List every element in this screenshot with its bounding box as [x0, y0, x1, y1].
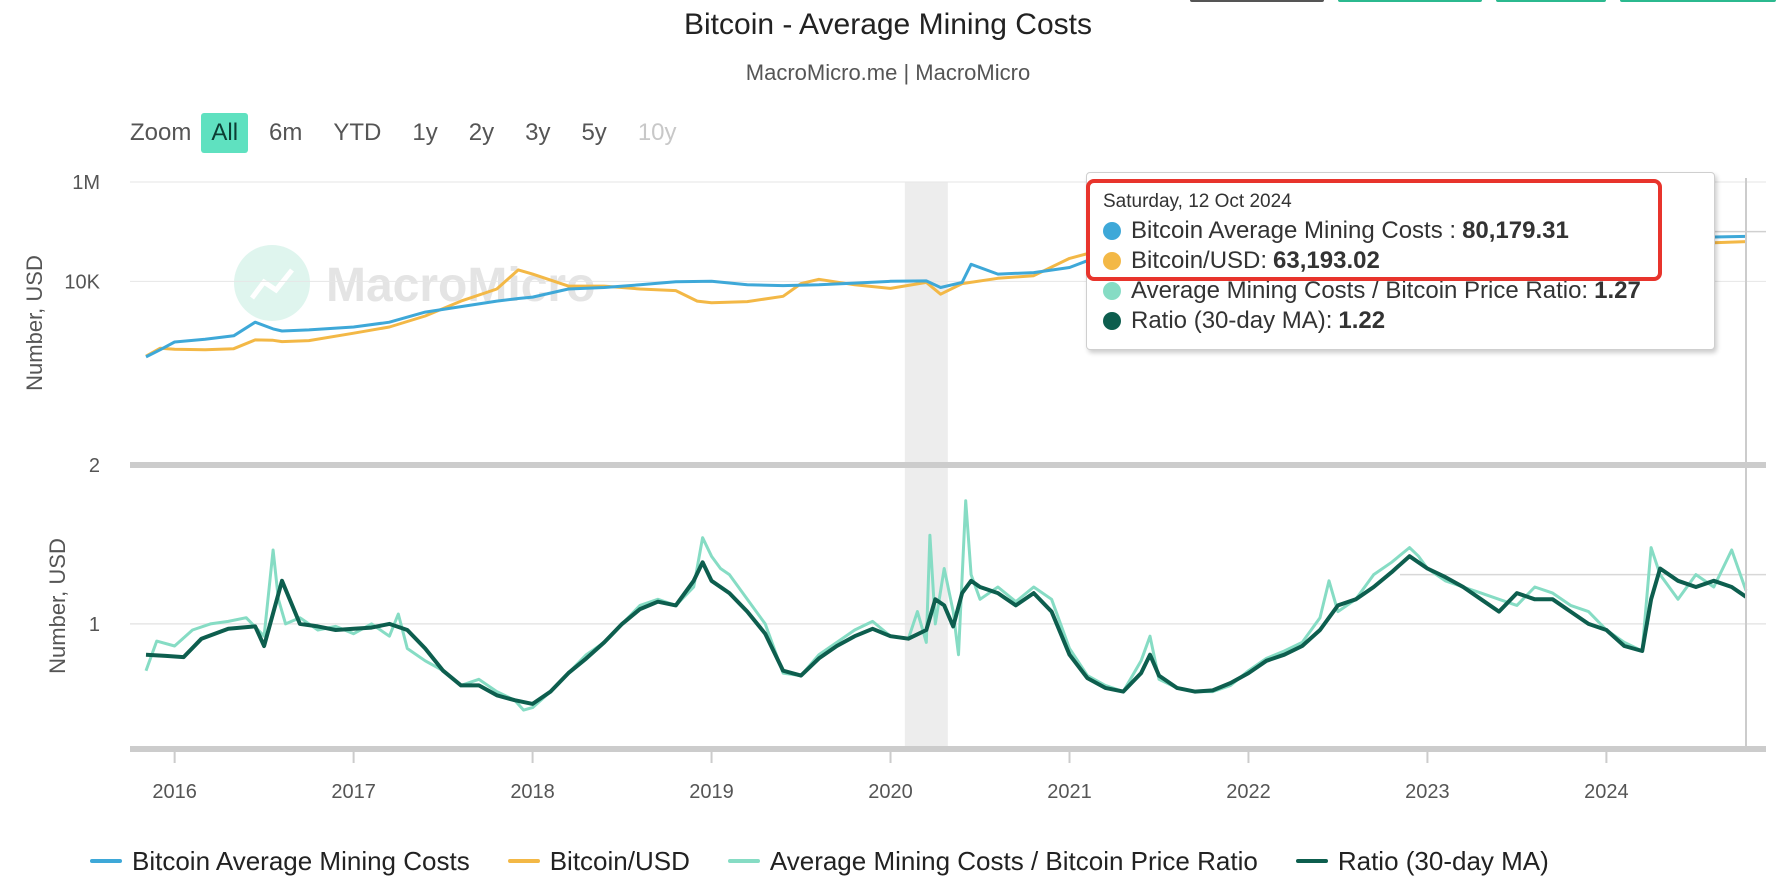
legend-line-icon: [1295, 859, 1328, 863]
tooltip-row-ratio: Average Mining Costs / Bitcoin Price Rat…: [1103, 277, 1641, 305]
legend: Bitcoin Average Mining Costs Bitcoin/USD…: [90, 843, 1587, 879]
tooltip-value: 80,179.31: [1462, 217, 1569, 244]
zoom-label: Zoom: [130, 119, 192, 146]
top-button-4[interactable]: [1620, 0, 1776, 2]
y-axis-title: Number, USD: [45, 538, 70, 674]
legend-item-mining-cost[interactable]: Bitcoin Average Mining Costs: [90, 846, 470, 877]
x-tick-label: 2018: [510, 781, 555, 803]
legend-line-icon: [727, 859, 760, 863]
x-tick-label: 2021: [1047, 781, 1092, 803]
legend-item-btc-usd[interactable]: Bitcoin/USD: [507, 845, 690, 877]
zoom-2y-button[interactable]: 2y: [468, 119, 495, 146]
legend-line-icon: [507, 859, 540, 863]
tooltip-label: Ratio (30-day MA):: [1131, 307, 1333, 334]
x-tick-label: 2019: [689, 781, 734, 803]
legend-item-ratio-ma[interactable]: Ratio (30-day MA): [1295, 845, 1549, 877]
zoom-bar: Zoom All 6m YTD 1y 2y 3y 5y 10y: [130, 112, 698, 154]
watermark: MacroMicro: [234, 245, 595, 321]
y-tick-label: 1M: [72, 172, 100, 194]
legend-label: Average Mining Costs / Bitcoin Price Rat…: [769, 845, 1258, 876]
tooltip-date: Saturday, 12 Oct 2024: [1103, 191, 1292, 212]
x-tick-label: 2020: [868, 781, 913, 803]
y-tick-label: 10K: [64, 271, 100, 293]
zoom-5y-button[interactable]: 5y: [581, 119, 607, 146]
tooltip-row-mining-cost: Bitcoin Average Mining Costs : 80,179.31: [1103, 217, 1569, 245]
tooltip-label: Average Mining Costs / Bitcoin Price Rat…: [1131, 277, 1589, 304]
x-tick-label: 2016: [152, 781, 197, 803]
chart-title: Bitcoin - Average Mining Costs: [684, 8, 1092, 41]
tooltip-value: 1.22: [1338, 307, 1386, 334]
y-tick-label: 2: [89, 455, 100, 477]
tooltip-row-ratio-ma: Ratio (30-day MA): 1.22: [1103, 307, 1385, 335]
tooltip: Saturday, 12 Oct 2024 Bitcoin Average Mi…: [1086, 172, 1715, 350]
y-tick-label: 1: [89, 614, 100, 636]
top-button-3[interactable]: [1496, 0, 1606, 2]
mining-cost-dot-icon: [1103, 222, 1121, 240]
zoom-10y-button: 10y: [637, 119, 677, 146]
tooltip-row-btc-usd: Bitcoin/USD: 63,193.02: [1103, 247, 1380, 275]
zoom-ytd-button[interactable]: YTD: [333, 119, 382, 146]
btc-usd-dot-icon: [1103, 252, 1121, 270]
legend-item-ratio[interactable]: Average Mining Costs / Bitcoin Price Rat…: [727, 845, 1258, 877]
zoom-3y-button[interactable]: 3y: [525, 119, 551, 146]
tooltip-value: 1.27: [1594, 277, 1641, 304]
watermark-text: MacroMicro: [326, 259, 595, 312]
zoom-1y-button[interactable]: 1y: [412, 119, 438, 146]
zoom-all-button[interactable]: All: [201, 113, 249, 153]
tooltip-value: 63,193.02: [1273, 247, 1380, 274]
ratio-line: [144, 499, 1748, 712]
x-tick-label: 2017: [331, 781, 376, 803]
legend-label: Ratio (30-day MA): [1337, 845, 1549, 876]
x-tick-label: 2023: [1405, 781, 1450, 803]
top-button-2[interactable]: [1338, 0, 1482, 2]
ratio-ma-line: [145, 554, 1748, 706]
top-button-1[interactable]: [1190, 0, 1324, 2]
tooltip-label: Bitcoin/USD:: [1131, 247, 1268, 274]
watermark-logo-icon: [234, 245, 310, 321]
x-tick-label: 2024: [1584, 781, 1629, 803]
legend-label: Bitcoin Average Mining Costs: [132, 845, 470, 876]
legend-line-icon: [90, 859, 122, 863]
tooltip-label: Bitcoin Average Mining Costs :: [1131, 217, 1457, 244]
ratio-dot-icon: [1103, 282, 1121, 300]
chart-subtitle: MacroMicro.me | MacroMicro: [745, 60, 1031, 85]
y-axis-title: Number, USD: [22, 255, 47, 391]
ratio-ma-dot-icon: [1103, 312, 1121, 330]
highlight-annotation: [1086, 179, 1662, 281]
x-tick-label: 2022: [1226, 781, 1271, 803]
legend-label: Bitcoin/USD: [549, 845, 690, 876]
zoom-6m-button[interactable]: 6m: [269, 119, 303, 146]
watermark-logo-mark: [250, 268, 294, 300]
